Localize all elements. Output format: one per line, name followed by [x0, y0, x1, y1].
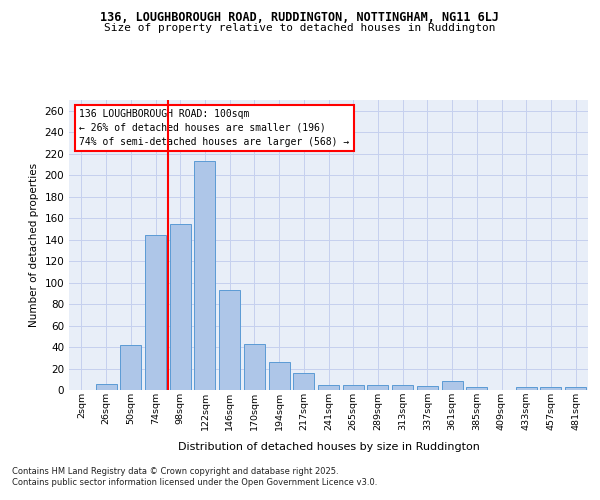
Text: Contains HM Land Registry data © Crown copyright and database right 2025.: Contains HM Land Registry data © Crown c…	[12, 467, 338, 476]
Bar	[95, 384, 116, 390]
Bar	[392, 384, 413, 390]
Bar	[120, 345, 141, 390]
Bar	[442, 382, 463, 390]
Text: 136, LOUGHBOROUGH ROAD, RUDDINGTON, NOTTINGHAM, NG11 6LJ: 136, LOUGHBOROUGH ROAD, RUDDINGTON, NOTT…	[101, 11, 499, 24]
Bar	[343, 384, 364, 390]
Bar	[541, 387, 562, 390]
Bar	[219, 290, 240, 390]
Text: Contains public sector information licensed under the Open Government Licence v3: Contains public sector information licen…	[12, 478, 377, 487]
Bar	[516, 387, 537, 390]
Bar	[194, 161, 215, 390]
Text: Distribution of detached houses by size in Ruddington: Distribution of detached houses by size …	[178, 442, 480, 452]
Text: Size of property relative to detached houses in Ruddington: Size of property relative to detached ho…	[104, 23, 496, 33]
Bar	[170, 224, 191, 390]
Bar	[367, 384, 388, 390]
Bar	[417, 386, 438, 390]
Bar	[318, 384, 339, 390]
Bar	[293, 373, 314, 390]
Bar	[466, 387, 487, 390]
Bar	[565, 387, 586, 390]
Bar	[244, 344, 265, 390]
Bar	[145, 236, 166, 390]
Text: 136 LOUGHBOROUGH ROAD: 100sqm
← 26% of detached houses are smaller (196)
74% of : 136 LOUGHBOROUGH ROAD: 100sqm ← 26% of d…	[79, 108, 350, 146]
Y-axis label: Number of detached properties: Number of detached properties	[29, 163, 39, 327]
Bar	[269, 362, 290, 390]
